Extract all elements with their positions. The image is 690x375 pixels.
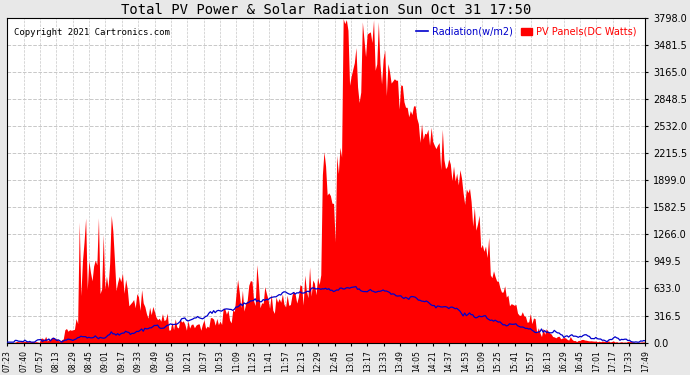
Legend: Radiation(w/m2), PV Panels(DC Watts): Radiation(w/m2), PV Panels(DC Watts) [413, 23, 640, 40]
Text: Copyright 2021 Cartronics.com: Copyright 2021 Cartronics.com [14, 28, 170, 37]
Title: Total PV Power & Solar Radiation Sun Oct 31 17:50: Total PV Power & Solar Radiation Sun Oct… [121, 3, 531, 17]
